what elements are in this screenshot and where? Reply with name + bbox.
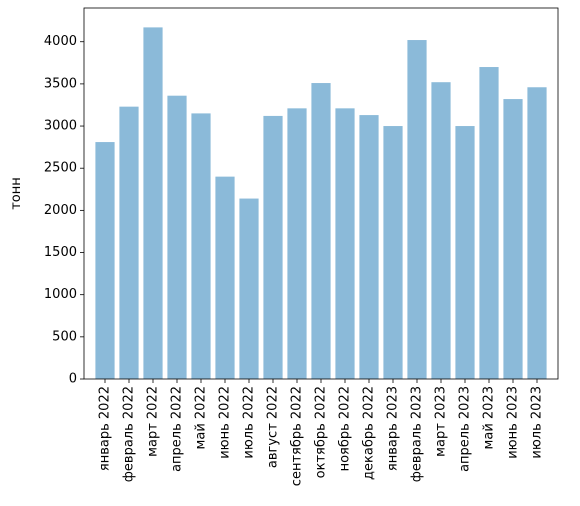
x-tick-label: сентябрь 2022 (290, 386, 305, 486)
y-ticks-group: 0 500 1000 1500 2000 2500 3000 3500 4000 (44, 34, 84, 387)
x-tick-label: февраль 2023 (410, 386, 425, 482)
y-tick-label: 1500 (44, 245, 77, 260)
y-tick-label: 3000 (44, 119, 77, 134)
bar (191, 113, 211, 379)
x-tick-label: июль 2023 (530, 386, 545, 459)
x-tick-label: июнь 2022 (218, 386, 233, 459)
bar (263, 115, 283, 379)
x-tick-label: декабрь 2022 (362, 386, 377, 480)
bar (407, 40, 427, 380)
bar (455, 126, 475, 379)
x-tick-label: январь 2023 (386, 386, 401, 471)
x-tick-label: апрель 2022 (170, 386, 185, 472)
y-tick-label: 3500 (44, 76, 77, 91)
bar (479, 67, 499, 379)
x-tick-label: май 2023 (482, 386, 497, 449)
bar (215, 176, 235, 379)
x-tick-label: февраль 2022 (122, 386, 137, 482)
x-tick-label: май 2022 (194, 386, 209, 449)
x-ticks-group: январь 2022 февраль 2022 март 2022 апрель 2… (98, 379, 545, 486)
bar (167, 95, 187, 379)
x-tick-label: июль 2022 (242, 386, 257, 459)
y-tick-label: 1000 (44, 287, 77, 302)
bar (335, 108, 355, 380)
bar (287, 108, 307, 380)
bar (527, 87, 547, 379)
x-tick-label: август 2022 (266, 386, 281, 468)
x-tick-label: март 2022 (146, 386, 161, 457)
x-tick-label: март 2023 (434, 386, 449, 457)
plot-frame (83, 7, 559, 380)
x-tick-label: октябрь 2022 (314, 386, 329, 478)
bars-group (95, 27, 547, 380)
y-tick-label: 4000 (44, 34, 77, 49)
bar (359, 115, 379, 379)
bar (431, 82, 451, 379)
bar (119, 106, 139, 379)
bar (311, 83, 331, 379)
x-tick-label: апрель 2023 (458, 386, 473, 472)
bar (95, 142, 115, 379)
y-tick-label: 0 (69, 372, 77, 387)
y-tick-label: 2500 (44, 161, 77, 176)
y-tick-label: 2000 (44, 203, 77, 218)
bar (239, 198, 259, 379)
bar (503, 99, 523, 380)
bar (383, 126, 403, 379)
x-tick-label: январь 2022 (98, 386, 113, 471)
x-tick-label: июнь 2023 (506, 386, 521, 459)
y-axis-label: тонн (9, 177, 24, 210)
y-tick-label: 500 (52, 329, 77, 344)
bar (143, 27, 163, 379)
x-tick-label: ноябрь 2022 (338, 386, 353, 471)
